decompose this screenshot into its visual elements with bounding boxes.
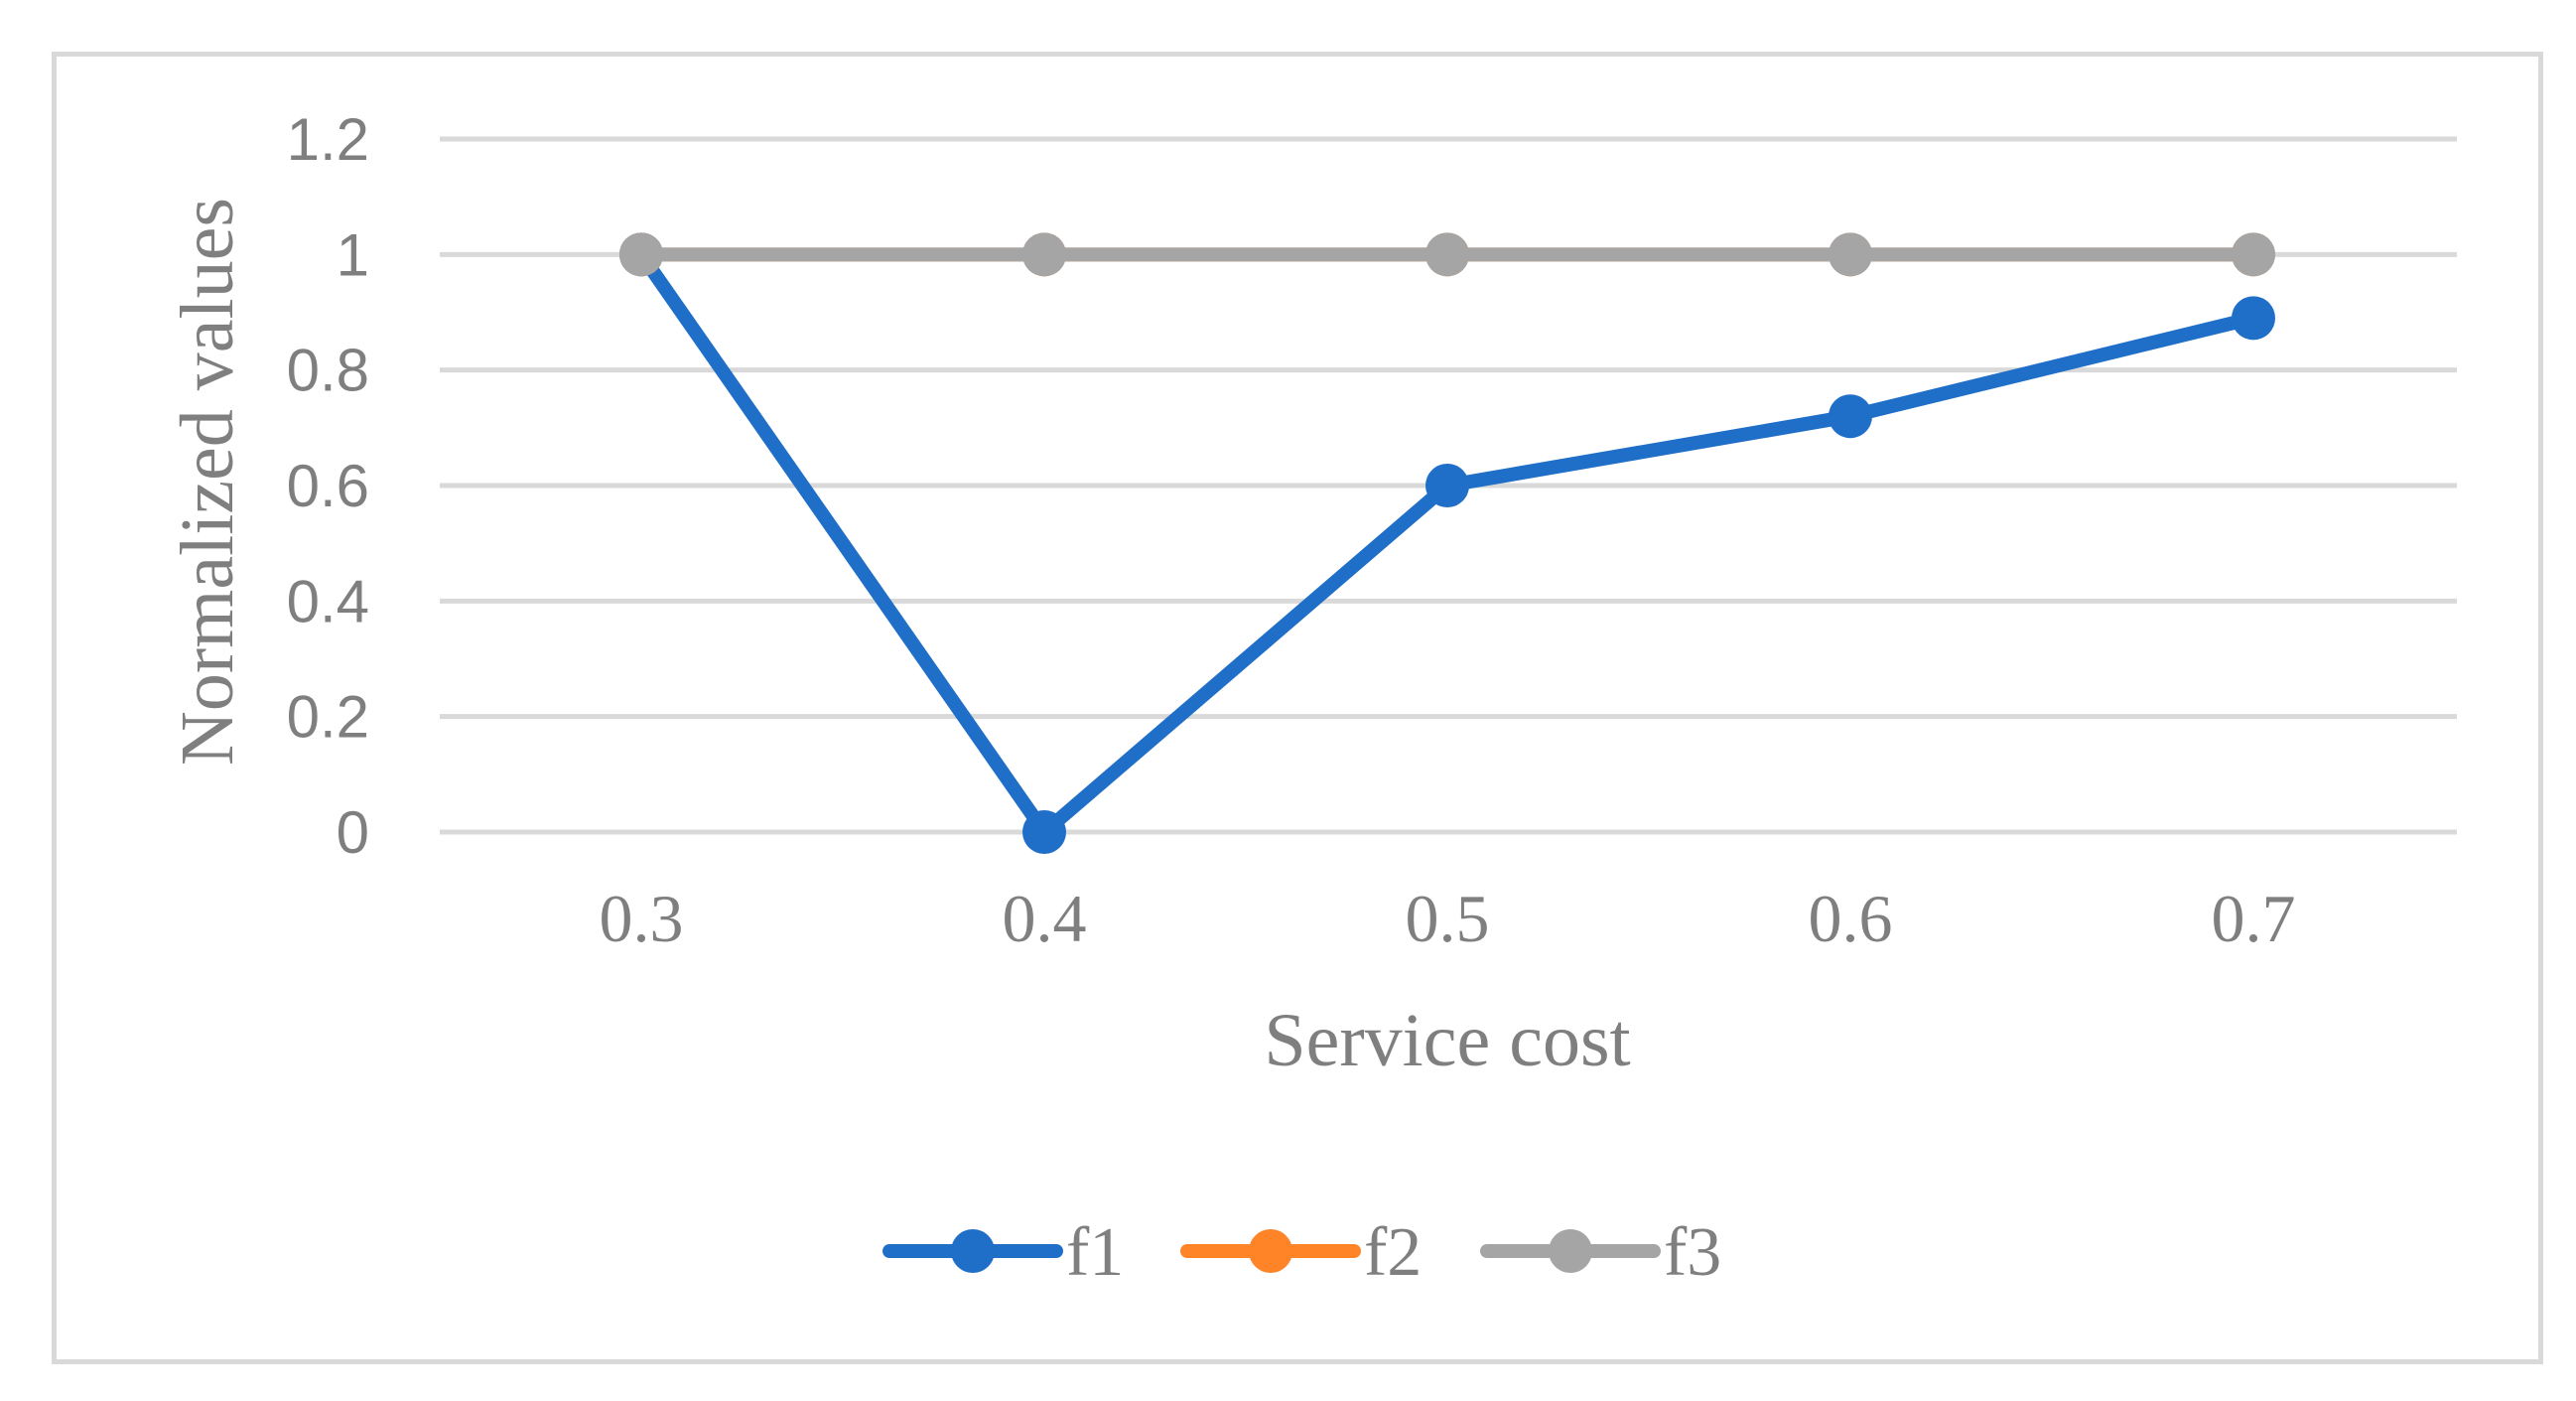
legend-label-f2: f2 [1364,1214,1422,1291]
data-point-f1 [2232,296,2275,341]
y-axis-title: Normalized values [166,198,249,766]
data-point-f3 [619,232,663,277]
data-point-f3 [1022,232,1066,277]
y-tick-label: 0.2 [287,684,369,751]
y-axis-ticks: 0 0.2 0.4 0.6 0.8 1 1.2 [287,106,369,866]
data-point-f3 [1829,232,1872,277]
data-point-f1 [1022,810,1066,854]
x-tick-label: 0.6 [1809,881,1893,956]
y-tick-label: 0 [337,799,369,866]
legend: f1 f2 f3 [882,1214,1721,1291]
x-tick-label: 0.4 [1003,881,1087,956]
data-point-f1 [1425,464,1469,507]
x-tick-label: 0.7 [2212,881,2296,956]
x-axis-title: Service cost [1264,999,1630,1082]
x-tick-label: 0.3 [600,881,684,956]
legend-swatch-marker-f3 [1549,1229,1592,1273]
legend-label-f1: f1 [1066,1214,1124,1291]
y-tick-label: 1.2 [287,106,369,173]
data-point-f3 [2232,232,2275,277]
legend-label-f3: f3 [1664,1214,1721,1291]
data-point-f3 [1425,232,1469,277]
data-point-f1 [1829,394,1872,439]
legend-swatch-marker-f2 [1249,1229,1292,1273]
x-tick-label: 0.5 [1406,881,1490,956]
y-tick-label: 0.8 [287,338,369,404]
x-axis-ticks: 0.3 0.4 0.5 0.6 0.7 [600,881,2296,956]
legend-swatch-marker-f1 [951,1229,995,1273]
series-lines [619,232,2275,854]
y-tick-label: 1 [337,221,369,288]
series-line-f1 [634,247,2260,839]
y-tick-label: 0.6 [287,453,369,519]
y-tick-label: 0.4 [287,568,369,634]
chart-frame [52,52,2543,1364]
